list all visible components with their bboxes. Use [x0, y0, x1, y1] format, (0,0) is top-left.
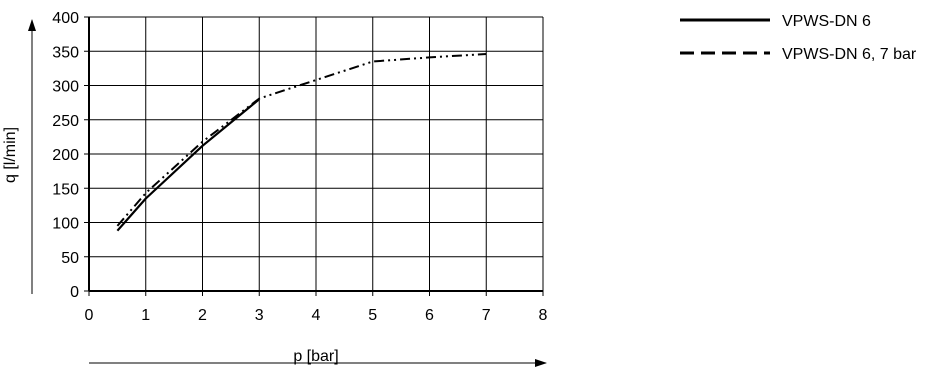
x-tick-label: 8	[539, 307, 548, 324]
x-tick-label: 2	[198, 307, 207, 324]
legend-label-2: VPWS-DN 6, 7 bar	[782, 46, 917, 63]
x-tick-label: 0	[85, 307, 94, 324]
x-tick-label: 5	[368, 307, 377, 324]
y-tick-label: 150	[52, 181, 79, 198]
y-tick-label: 400	[52, 10, 79, 27]
x-tick-label: 1	[141, 307, 150, 324]
y-tick-label: 0	[70, 284, 79, 301]
legend-label-1: VPWS-DN 6	[782, 13, 871, 30]
x-tick-label: 6	[425, 307, 434, 324]
series-line-2	[116, 53, 487, 227]
x-tick-label: 3	[255, 307, 264, 324]
y-tick-label: 300	[52, 79, 79, 96]
series-line-1	[116, 98, 260, 232]
y-tick-label: 200	[52, 147, 79, 164]
y-tick-label: 50	[61, 250, 79, 267]
y-tick-label: 250	[52, 113, 79, 130]
tick-labels: 0 1 2 3 4 5 6 7 8 0 50 100 150 200 250 300 350 400	[52, 10, 547, 324]
grid	[84, 16, 544, 296]
y-tick-label: 100	[52, 216, 79, 233]
x-tick-label: 4	[312, 307, 321, 324]
y-tick-label: 350	[52, 44, 79, 61]
x-axis-label: p [bar]	[293, 348, 338, 365]
x-tick-label: 7	[482, 307, 491, 324]
y-axis-label: q [l/min]	[2, 127, 19, 183]
axes	[88, 17, 543, 292]
legend: VPWS-DN 6 VPWS-DN 6, 7 bar	[680, 13, 917, 63]
series-lines	[116, 53, 487, 232]
